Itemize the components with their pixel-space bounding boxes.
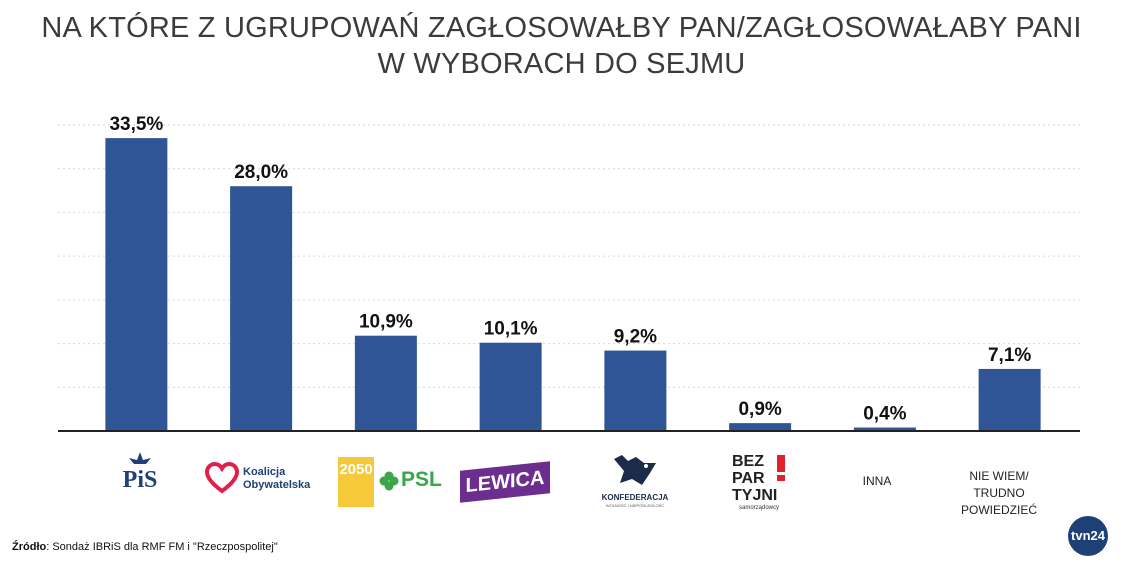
- psl-2050-logo: 2050 PSL: [338, 455, 442, 507]
- bar-2: [354, 335, 417, 431]
- bar-7: [978, 368, 1041, 431]
- category-label-inna: INNA: [862, 474, 892, 488]
- bezpartyjni-logo-subtext: samorządowcy: [738, 505, 779, 511]
- value-label-5: 0,9%: [738, 399, 781, 420]
- bar-3: [479, 342, 542, 431]
- heart-icon: [205, 462, 239, 494]
- chart-title-line-1: NA KTÓRE Z UGRUPOWAŃ ZAGŁOSOWAŁBY PAN/ZA…: [41, 12, 1082, 44]
- bar-4: [604, 350, 667, 431]
- value-label-1: 28,0%: [234, 162, 288, 183]
- exclamation-icon: [777, 455, 785, 481]
- source-note: Źródło: Sondaż IBRiS dla RMF FM i "Rzecz…: [12, 541, 278, 553]
- bar-0: [105, 138, 168, 431]
- bezpartyjni-logo-line-3: TYJNI: [732, 487, 778, 504]
- ko-logo-line-1: Koalicja: [243, 466, 286, 478]
- clover-icon: [379, 471, 399, 491]
- bar-5: [729, 423, 792, 431]
- ko-logo: Koalicja Obywatelska: [205, 462, 325, 498]
- category-label-nie-wiem-line-1: NIE WIEM/: [969, 469, 1029, 483]
- bezpartyjni-logo: BEZ PAR TYJNI samorządowcy: [732, 453, 792, 513]
- value-label-0: 33,5%: [109, 114, 163, 135]
- psl-logo-text: PSL: [401, 468, 442, 491]
- bezpartyjni-logo-line-1: BEZ: [732, 453, 764, 470]
- polska-2050-mark: 2050: [338, 457, 374, 507]
- konfederacja-logo-text: KONFEDERACJA: [601, 493, 669, 502]
- bar-6: [853, 427, 916, 431]
- eagle-icon: [614, 455, 656, 485]
- pis-crown-icon: [129, 452, 151, 464]
- value-label-3: 10,1%: [484, 319, 538, 340]
- lewica-logo: LEWICA: [460, 461, 552, 503]
- value-label-6: 0,4%: [863, 404, 906, 425]
- value-label-4: 9,2%: [614, 327, 657, 348]
- source-prefix: Źródło: [12, 541, 47, 553]
- bar-1: [230, 186, 293, 431]
- pis-logo: PiS: [112, 450, 168, 500]
- konfederacja-logo: KONFEDERACJA WOLNOŚĆ I NIEPODLEGŁOŚĆ: [598, 453, 672, 511]
- bar-chart: 33,5% 28,0% 10,9% 10,1% 9,2% 0,9% 0,4% 7,1%: [58, 114, 1080, 432]
- chart-title-line-2: W WYBORACH DO SEJMU: [377, 48, 746, 80]
- lewica-logo-text: LEWICA: [460, 461, 550, 503]
- source-text: : Sondaż IBRiS dla RMF FM i "Rzeczpospol…: [46, 541, 278, 553]
- tvn24-logo: tvn24: [1068, 516, 1108, 556]
- konfederacja-logo-subtext: WOLNOŚĆ I NIEPODLEGŁOŚĆ: [605, 503, 665, 508]
- ko-logo-line-2: Obywatelska: [243, 479, 311, 491]
- bezpartyjni-logo-line-2: PAR: [732, 470, 765, 487]
- category-label-nie-wiem-line-2: TRUDNO POWIEDZIEĆ: [960, 486, 1037, 517]
- pis-logo-text: PiS: [122, 467, 158, 493]
- value-label-2: 10,9%: [359, 312, 413, 333]
- value-label-7: 7,1%: [988, 345, 1031, 366]
